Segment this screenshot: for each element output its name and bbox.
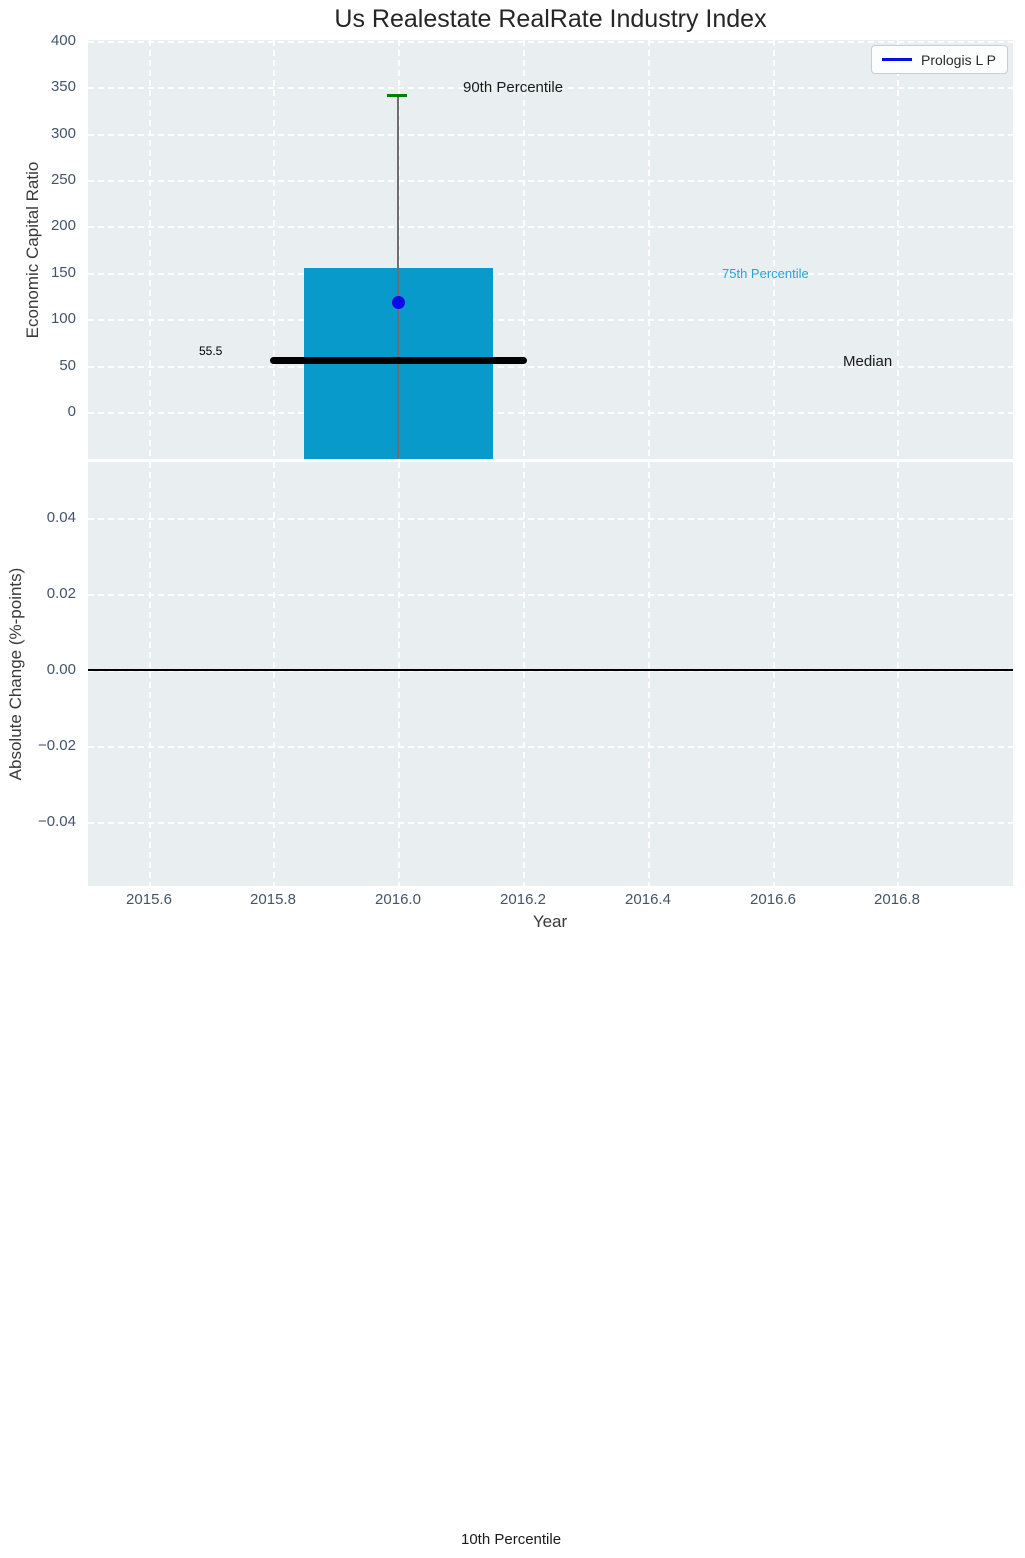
ytick-bottom: 0.04 bbox=[46, 509, 76, 526]
ytick-top: 250 bbox=[50, 171, 76, 188]
gridline-v bbox=[773, 40, 775, 459]
gridline-h bbox=[88, 226, 1013, 228]
gridline-h bbox=[88, 134, 1013, 136]
zero-baseline bbox=[88, 669, 1013, 671]
annotation-90th-percentile: 90th Percentile bbox=[463, 79, 564, 96]
median-line bbox=[270, 357, 527, 364]
legend-line-icon bbox=[882, 58, 912, 61]
chart-title: Us Realestate RealRate Industry Index bbox=[334, 5, 767, 33]
annotation-75th-percentile: 75th Percentile bbox=[722, 266, 809, 281]
xtick: 2015.6 bbox=[126, 891, 172, 908]
gridline-h bbox=[88, 412, 1013, 414]
gridline-v bbox=[773, 462, 775, 886]
ytick-bottom: 0.00 bbox=[46, 661, 76, 678]
gridline-h bbox=[88, 366, 1013, 368]
gridline-v bbox=[648, 462, 650, 886]
xtick: 2016.4 bbox=[625, 891, 671, 908]
gridline-v bbox=[149, 40, 151, 459]
gridline-h bbox=[88, 273, 1013, 275]
gridline-h bbox=[88, 41, 1013, 43]
gridline-v bbox=[897, 462, 899, 886]
gridline-v bbox=[523, 462, 525, 886]
xtick: 2016.0 bbox=[375, 891, 421, 908]
gridline-v bbox=[273, 40, 275, 459]
ytick-top: 350 bbox=[50, 78, 76, 95]
gridline-h bbox=[88, 518, 1013, 520]
ytick-top: 400 bbox=[50, 32, 76, 49]
xtick: 2016.8 bbox=[874, 891, 920, 908]
ytick-top: 200 bbox=[50, 217, 76, 234]
gridline-h bbox=[88, 746, 1013, 748]
legend: Prologis L P bbox=[871, 45, 1008, 74]
gridline-v bbox=[398, 462, 400, 886]
gridline-v bbox=[398, 40, 400, 459]
ytick-top: 0 bbox=[67, 403, 76, 420]
ytick-bottom: −0.04 bbox=[38, 813, 76, 830]
gridline-v bbox=[149, 462, 151, 886]
ytick-top: 150 bbox=[50, 264, 76, 281]
gridline-v bbox=[523, 40, 525, 459]
ytick-bottom: 0.02 bbox=[46, 585, 76, 602]
annotation-10th-percentile: 10th Percentile bbox=[461, 1531, 562, 1548]
whisker-line bbox=[397, 96, 399, 459]
gridline-h bbox=[88, 87, 1013, 89]
y-axis-label-bottom: Absolute Change (%-points) bbox=[6, 567, 25, 781]
x-axis-label: Year bbox=[532, 912, 568, 931]
annotation-median-value: 55.5 bbox=[199, 344, 223, 358]
ytick-top: 100 bbox=[50, 310, 76, 327]
p90-cap-mark bbox=[387, 94, 407, 97]
gridline-h bbox=[88, 180, 1013, 182]
gridline-h bbox=[88, 670, 1013, 672]
top-subplot bbox=[88, 40, 1013, 459]
xtick: 2016.2 bbox=[500, 891, 546, 908]
gridline-h bbox=[88, 594, 1013, 596]
bottom-subplot bbox=[88, 462, 1013, 886]
gridline-v bbox=[648, 40, 650, 459]
xtick: 2016.6 bbox=[750, 891, 796, 908]
legend-series-label: Prologis L P bbox=[921, 51, 996, 68]
y-axis-label-top: Economic Capital Ratio bbox=[23, 161, 42, 339]
gridline-h bbox=[88, 319, 1013, 321]
gridline-v bbox=[897, 40, 899, 459]
ytick-top: 50 bbox=[59, 357, 76, 374]
gridline-h bbox=[88, 822, 1013, 824]
annotation-median: Median bbox=[843, 353, 893, 370]
ytick-top: 300 bbox=[50, 125, 76, 142]
gridline-v bbox=[273, 462, 275, 886]
prologis-marker-dot bbox=[392, 296, 405, 309]
ytick-bottom: −0.02 bbox=[38, 737, 76, 754]
xtick: 2015.8 bbox=[250, 891, 296, 908]
